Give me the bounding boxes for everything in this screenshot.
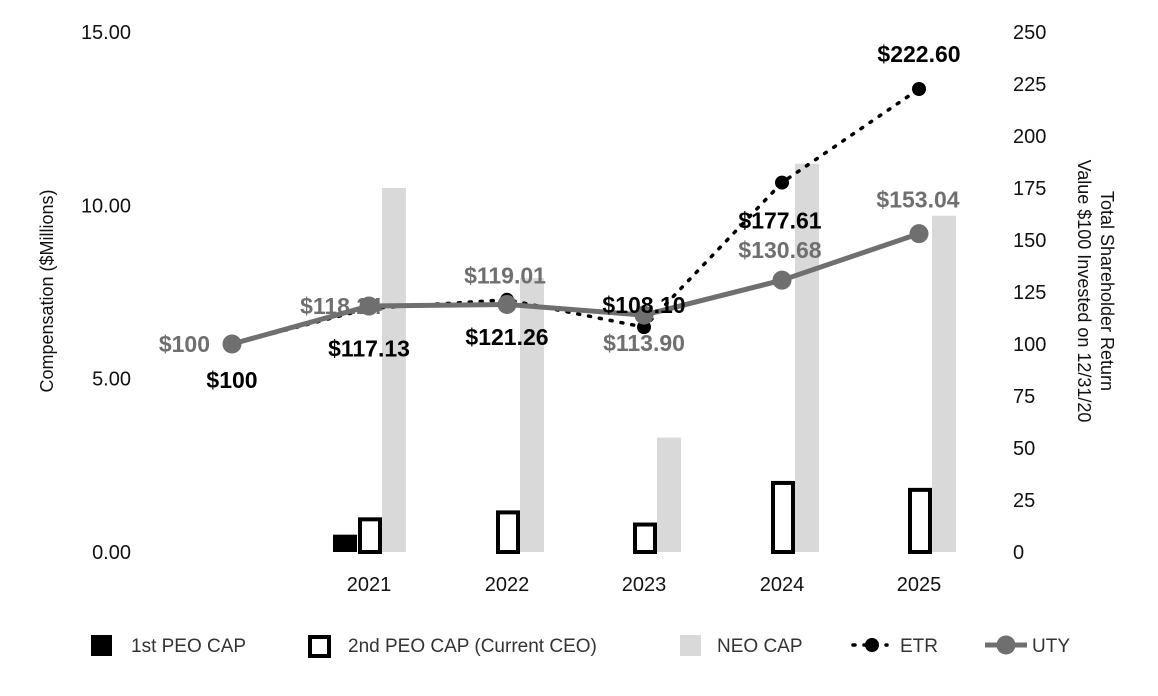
etr-point [912, 81, 926, 96]
x-tick-label: 2025 [897, 574, 942, 596]
uty-data-label: $130.68 [738, 237, 821, 263]
etr-data-label: $177.61 [738, 208, 821, 234]
etr-point [775, 175, 789, 190]
legend-label: NEO CAP [717, 636, 803, 657]
uty-point [222, 334, 242, 354]
right-tick-label: 75 [1013, 386, 1035, 408]
right-tick-label: 150 [1013, 230, 1046, 252]
right-axis: 0 25 50 75 100 125 150 175 200 225 250 [1013, 22, 1046, 564]
left-axis: 0.00 5.00 10.00 15.00 [81, 22, 131, 564]
uty-point [634, 305, 654, 325]
legend-label: UTY [1032, 636, 1070, 657]
uty-point [772, 270, 792, 290]
right-tick-label: 0 [1013, 542, 1024, 564]
uty-point [909, 224, 929, 244]
legend-swatch-first-peo-cap [91, 635, 112, 656]
second-peo-cap-bar [633, 522, 657, 554]
legend-label: 2nd PEO CAP (Current CEO) [348, 636, 597, 657]
legend-swatch-uty-dot [996, 635, 1016, 655]
legend-label: 1st PEO CAP [131, 636, 246, 657]
neo-cap-bar [795, 163, 819, 552]
neo-cap-bar [382, 188, 406, 552]
neo-cap-bar [657, 437, 681, 552]
left-tick-label: 10.00 [81, 195, 131, 217]
second-peo-cap-bar [358, 517, 382, 554]
legend-swatch-second-peo-cap [308, 635, 331, 658]
right-tick-label: 25 [1013, 490, 1035, 512]
second-peo-cap-bar [908, 487, 932, 555]
left-tick-label: 0.00 [92, 542, 131, 564]
left-tick-label: 15.00 [81, 22, 131, 44]
etr-data-label: $117.13 [328, 335, 410, 361]
uty-point [359, 296, 379, 316]
etr-data-label: $121.26 [465, 324, 548, 350]
legend-swatch-etr-dot [865, 638, 879, 652]
right-tick-label: 50 [1013, 438, 1035, 460]
etr-data-label: $108.10 [602, 292, 685, 318]
right-tick-label: 250 [1013, 22, 1046, 44]
neo-cap-bar [520, 278, 544, 552]
legend: 1st PEO CAP 2nd PEO CAP (Current CEO) NEO … [91, 635, 1070, 658]
uty-data-label: $118.24 [300, 293, 382, 319]
uty-data-label: $113.90 [603, 330, 685, 356]
right-tick-label: 100 [1013, 334, 1046, 356]
uty-point [497, 294, 517, 314]
uty-data-label: $100 [159, 331, 210, 357]
x-tick-label: 2021 [347, 574, 392, 596]
uty-data-label: $153.04 [876, 187, 959, 213]
left-tick-label: 5.00 [92, 369, 131, 391]
x-tick-label: 2022 [485, 574, 530, 596]
etr-data-label: $100 [206, 367, 257, 393]
x-tick-label: 2024 [760, 574, 805, 596]
right-tick-label: 175 [1013, 178, 1046, 200]
legend-swatch-neo-cap [680, 635, 701, 656]
right-axis-title-line2: Value $100 Invested on 12/31/20 [1074, 160, 1094, 423]
second-peo-cap-bar [771, 480, 795, 554]
bars [333, 163, 956, 555]
second-peo-cap-bar [496, 510, 520, 555]
legend-label: ETR [900, 636, 938, 657]
x-tick-label: 2023 [622, 574, 667, 596]
uty-line [231, 231, 920, 347]
right-tick-label: 125 [1013, 282, 1046, 304]
neo-cap-bar [932, 215, 956, 552]
x-axis: 2021 2022 2023 2024 2025 [347, 574, 942, 596]
uty-data-label: $119.01 [464, 262, 546, 288]
right-tick-label: 225 [1013, 74, 1046, 96]
right-axis-title-line1: Total Shareholder Return [1097, 191, 1117, 391]
etr-data-label: $222.60 [877, 41, 960, 67]
lines: $100 $117.13 $121.26 $108.10 $177.61 $222.60 $… [159, 41, 961, 393]
first-peo-cap-bar [333, 534, 357, 552]
right-tick-label: 200 [1013, 126, 1046, 148]
left-axis-title: Compensation ($Millions) [37, 189, 57, 392]
